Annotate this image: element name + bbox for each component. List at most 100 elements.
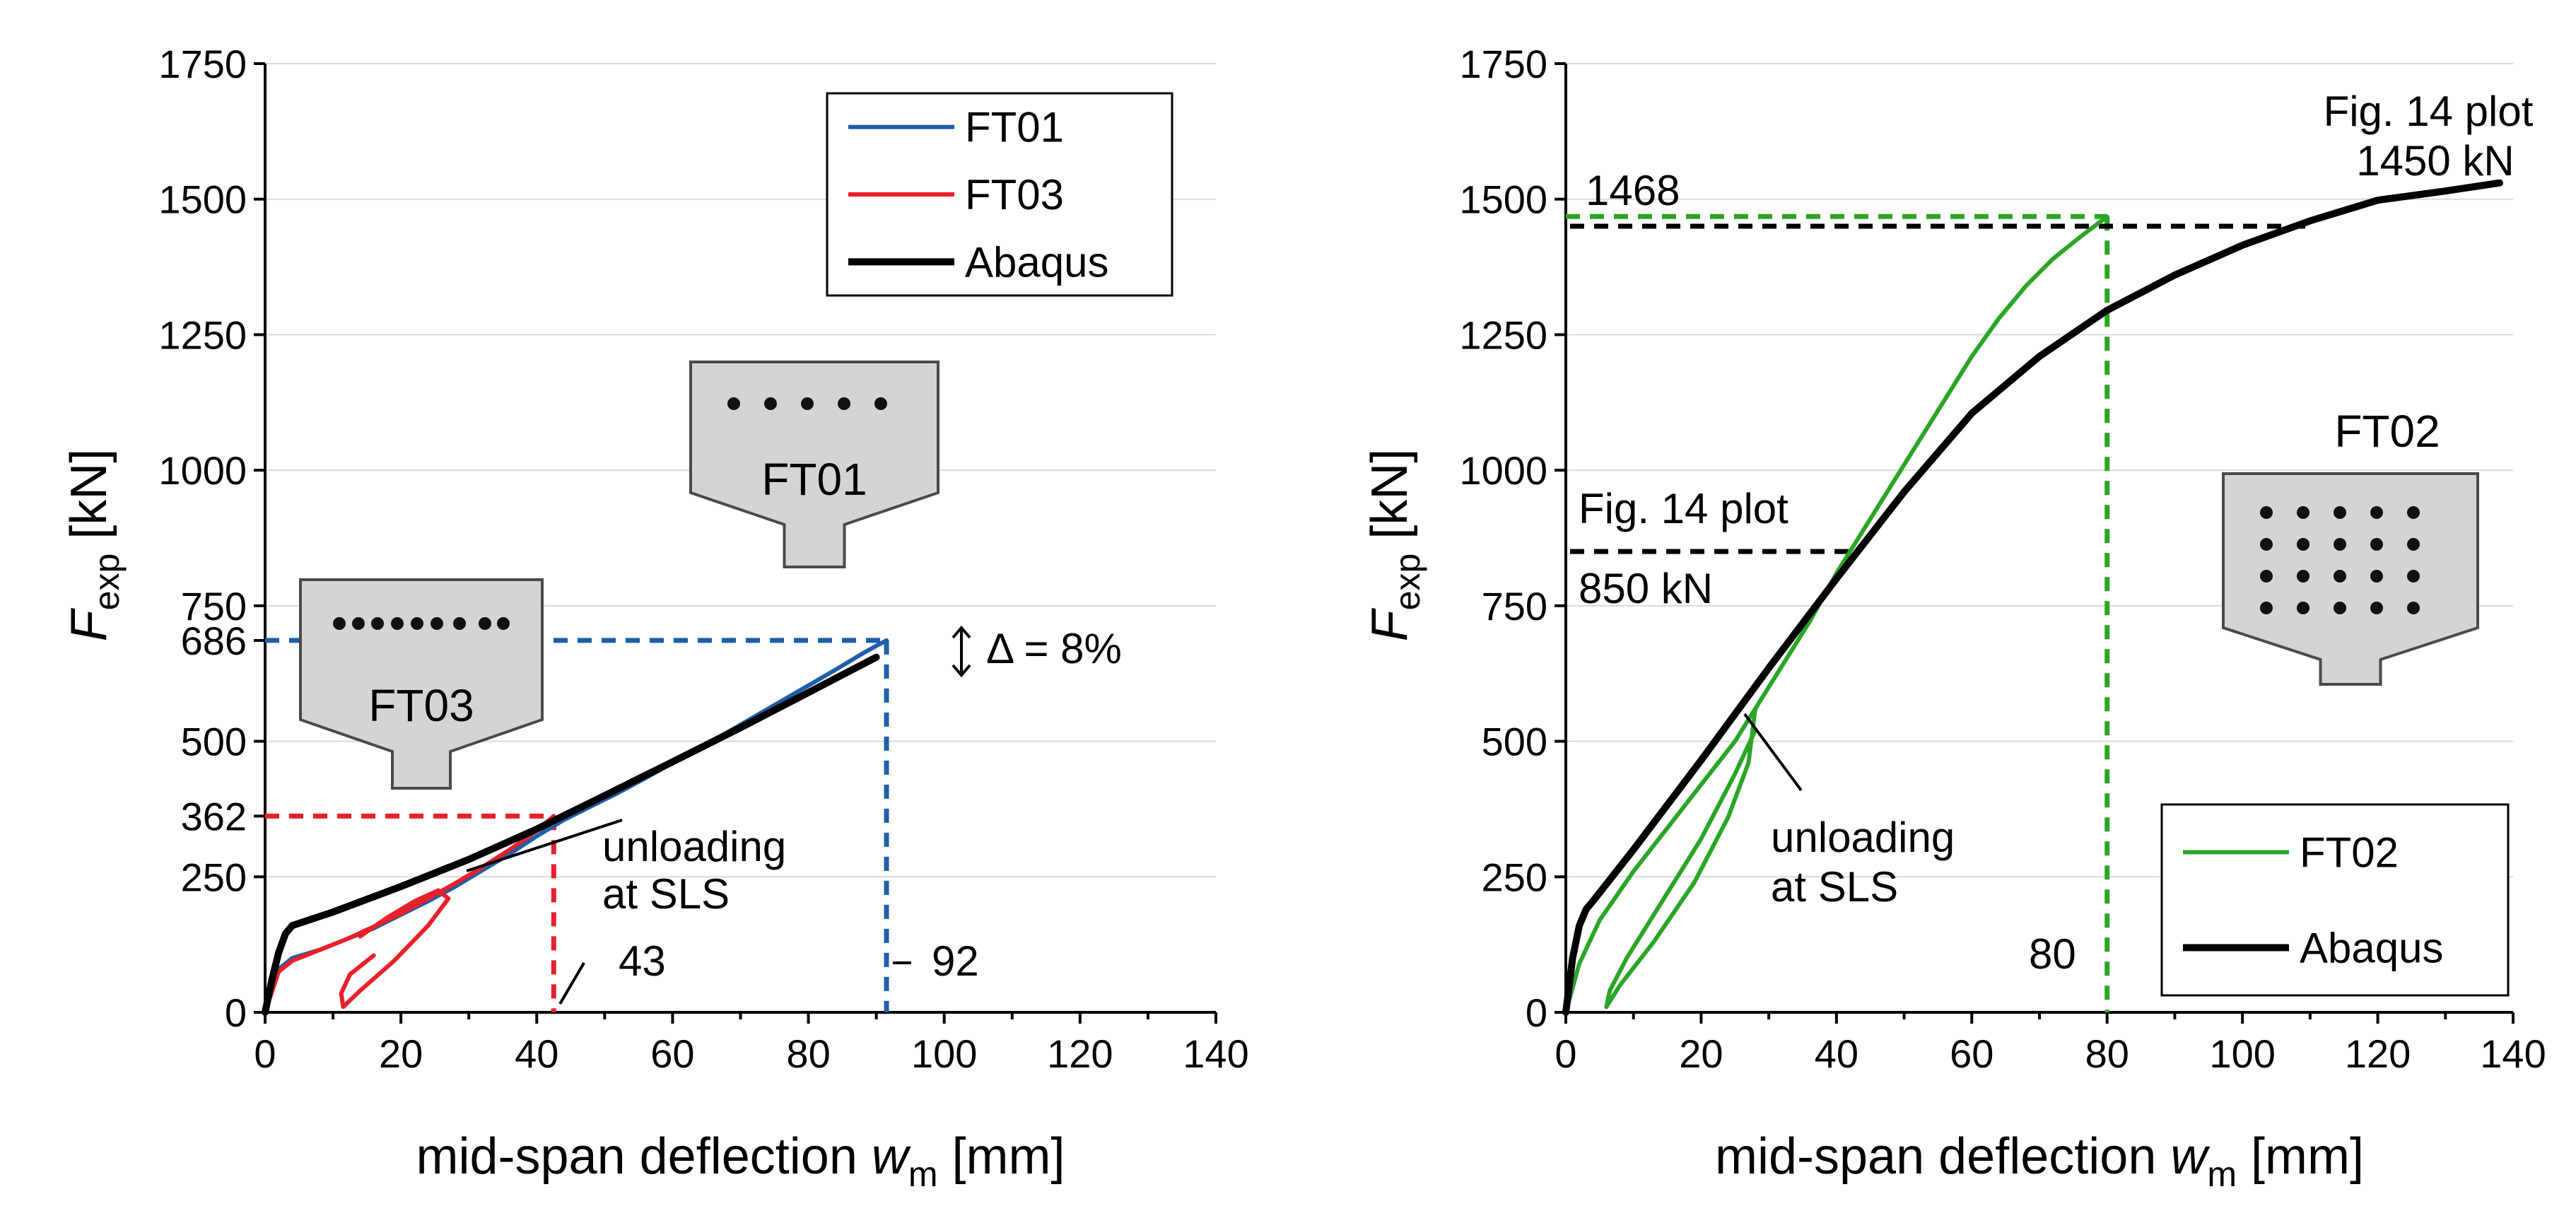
x-label-unit: [mm] xyxy=(2237,1128,2364,1185)
y-label-sub: exp xyxy=(87,554,127,611)
fig14-lower-value: 850 kN xyxy=(1579,565,1713,612)
y-tick-label: 250 xyxy=(181,855,247,899)
y-tick-label-extra: 686 xyxy=(181,619,247,663)
x-tick-label: 80 xyxy=(786,1031,830,1076)
x-label-var: w xyxy=(2170,1128,2210,1185)
y-tick-label: 0 xyxy=(1526,990,1547,1035)
rebar-dot-ft01 xyxy=(764,397,777,410)
left-chart: 0 250 500 750 1000 1250 1500 1750 362 686 0 20 40 60 8… xyxy=(61,42,1249,1194)
legend-label-ft03: FT03 xyxy=(965,171,1064,218)
y-label-var: F xyxy=(61,607,117,641)
rebar-dot-ft01 xyxy=(801,397,814,410)
x-tick-label: 60 xyxy=(1950,1031,1994,1076)
series-ft03-unloading xyxy=(339,888,451,1010)
rebar-dot-ft03 xyxy=(411,617,423,630)
y-tick-label: 500 xyxy=(1482,720,1547,764)
delta-marker-arrow-up xyxy=(952,625,971,639)
delta-label: Δ = 8% xyxy=(986,625,1122,672)
x-tick-label: 120 xyxy=(1047,1031,1113,1076)
x-tick-label: 0 xyxy=(1555,1031,1576,1076)
rebar-dot-ft03 xyxy=(371,617,384,630)
y-tick-label: 1000 xyxy=(158,448,247,493)
rebar-dot-ft03 xyxy=(479,617,491,630)
rebar-dot-ft02 xyxy=(2407,538,2420,551)
x-label-sub: m xyxy=(908,1154,938,1194)
rebar-dot-ft02 xyxy=(2334,506,2346,519)
unloading-label-sls: at SLS xyxy=(602,870,730,918)
rebar-dot-ft03 xyxy=(333,617,346,630)
rebar-dot-ft02 xyxy=(2297,570,2309,583)
rebar-dot-ft02 xyxy=(2334,570,2346,583)
rebar-dot-ft03 xyxy=(453,617,466,630)
y-tick-label: 750 xyxy=(181,584,247,628)
section-ft02-label: FT02 xyxy=(2334,406,2440,457)
x-ref-ft01-label: 92 xyxy=(932,937,979,985)
unloading-leader xyxy=(1743,713,1803,792)
section-ft02 xyxy=(2222,472,2479,686)
rebar-dot-ft03 xyxy=(431,617,443,630)
fig14-upper-label: Fig. 14 plot xyxy=(2324,88,2534,135)
x-tick-label: 40 xyxy=(515,1031,558,1076)
rebar-dot-ft02 xyxy=(2297,506,2309,519)
x-tick-label: 100 xyxy=(911,1031,977,1076)
y-tick-label: 1000 xyxy=(1459,448,1547,493)
rebar-dot-ft01 xyxy=(838,397,850,410)
y-tick-label: 750 xyxy=(1482,584,1547,628)
peak-value-label: 1468 xyxy=(1586,167,1680,214)
x-ref-ft03-leader xyxy=(558,961,585,1005)
rebar-dot-ft02 xyxy=(2407,602,2420,614)
y-tick-label: 0 xyxy=(225,990,247,1035)
rebar-dot-ft02 xyxy=(2370,538,2383,551)
y-tick-label: 1250 xyxy=(1459,312,1547,357)
x-tick-label: 0 xyxy=(254,1031,276,1076)
rebar-dot-ft02 xyxy=(2260,506,2273,519)
section-ft03-label: FT03 xyxy=(368,680,474,731)
unloading-label: unloading xyxy=(602,823,786,870)
legend-label-abaqus: Abaqus xyxy=(965,238,1109,286)
rebar-dot-ft02 xyxy=(2407,570,2420,583)
series-ft03 xyxy=(263,814,556,1014)
legend-label-ft02: FT02 xyxy=(2300,829,2399,877)
x-tick-label: 80 xyxy=(2085,1031,2129,1076)
rebar-dot-ft01 xyxy=(874,397,887,410)
y-tick-label: 1500 xyxy=(1459,177,1547,222)
y-tick-label: 1750 xyxy=(1459,42,1547,86)
section-ft01-label: FT01 xyxy=(761,454,867,505)
x-tick-label: 140 xyxy=(2480,1031,2546,1076)
y-tick-label: 1500 xyxy=(158,177,247,222)
section-ft03 xyxy=(299,578,544,790)
rebar-dot-ft02 xyxy=(2297,538,2309,551)
y-axis-label: Fexp [kN] xyxy=(1362,449,1427,642)
rebar-dot-ft03 xyxy=(391,617,404,630)
x-tick-label: 100 xyxy=(2209,1031,2275,1076)
x-ref-ft03-label: 43 xyxy=(619,937,666,985)
rebar-dot-ft02 xyxy=(2260,570,2273,583)
rebar-dot-ft03 xyxy=(352,617,365,630)
x-tick-label: 120 xyxy=(2345,1031,2411,1076)
rebar-dot-ft03 xyxy=(497,617,510,630)
x-tick-label: 140 xyxy=(1183,1031,1248,1076)
x-tick-label: 20 xyxy=(379,1031,423,1076)
rebar-dot-ft02 xyxy=(2370,602,2383,614)
rebar-dot-ft02 xyxy=(2370,570,2383,583)
rebar-dot-ft02 xyxy=(2297,602,2309,614)
y-label-unit: [kN] xyxy=(61,449,117,554)
legend-box xyxy=(2160,803,2510,997)
unloading-leader xyxy=(466,819,623,872)
x-axis-label: mid-span deflection wm [mm] xyxy=(416,1128,1065,1194)
series-abaqus xyxy=(262,653,880,1016)
right-chart: 0 250 500 750 1000 1250 1500 1750 0 20 40 60 80 100 12… xyxy=(1362,42,2546,1194)
rebar-dot-ft02 xyxy=(2260,538,2273,551)
y-axis-label: Fexp [kN] xyxy=(61,449,127,642)
y-label-sub: exp xyxy=(1388,554,1427,611)
y-label-var: F xyxy=(1362,607,1418,641)
unloading-label: unloading xyxy=(1771,814,1955,861)
y-tick-label: 1750 xyxy=(158,42,247,86)
x-label-var: w xyxy=(872,1128,911,1185)
series-abaqus xyxy=(1562,179,2503,1016)
x-tick-label: 60 xyxy=(650,1031,694,1076)
y-tick-label: 1250 xyxy=(158,312,247,357)
rebar-dot-ft01 xyxy=(727,397,740,410)
x-axis-label: mid-span deflection wm [mm] xyxy=(1715,1128,2364,1194)
